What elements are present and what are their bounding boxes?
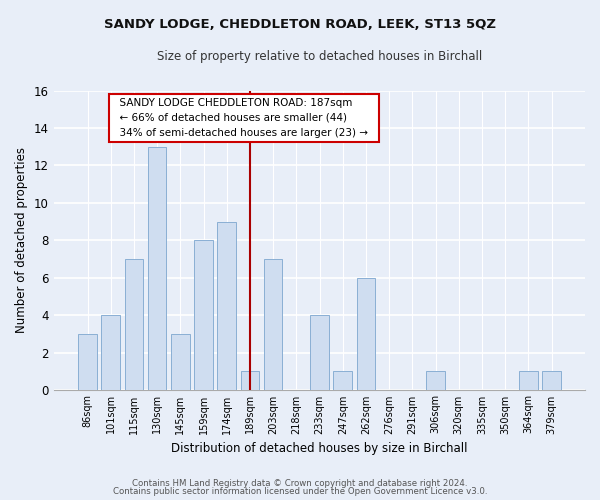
Bar	[241, 372, 259, 390]
Bar	[171, 334, 190, 390]
X-axis label: Distribution of detached houses by size in Birchall: Distribution of detached houses by size …	[172, 442, 468, 455]
Bar	[334, 372, 352, 390]
Bar	[125, 259, 143, 390]
Bar	[101, 315, 120, 390]
Bar	[194, 240, 213, 390]
Bar	[519, 372, 538, 390]
Bar	[78, 334, 97, 390]
Bar	[310, 315, 329, 390]
Bar	[356, 278, 375, 390]
Text: SANDY LODGE, CHEDDLETON ROAD, LEEK, ST13 5QZ: SANDY LODGE, CHEDDLETON ROAD, LEEK, ST13…	[104, 18, 496, 30]
Text: Contains HM Land Registry data © Crown copyright and database right 2024.: Contains HM Land Registry data © Crown c…	[132, 478, 468, 488]
Text: Contains public sector information licensed under the Open Government Licence v3: Contains public sector information licen…	[113, 487, 487, 496]
Bar	[217, 222, 236, 390]
Bar	[542, 372, 561, 390]
Y-axis label: Number of detached properties: Number of detached properties	[15, 148, 28, 334]
Bar	[426, 372, 445, 390]
Title: Size of property relative to detached houses in Birchall: Size of property relative to detached ho…	[157, 50, 482, 63]
Bar	[148, 146, 166, 390]
Bar	[264, 259, 283, 390]
Text: SANDY LODGE CHEDDLETON ROAD: 187sqm
  ← 66% of detached houses are smaller (44)
: SANDY LODGE CHEDDLETON ROAD: 187sqm ← 66…	[113, 98, 374, 138]
